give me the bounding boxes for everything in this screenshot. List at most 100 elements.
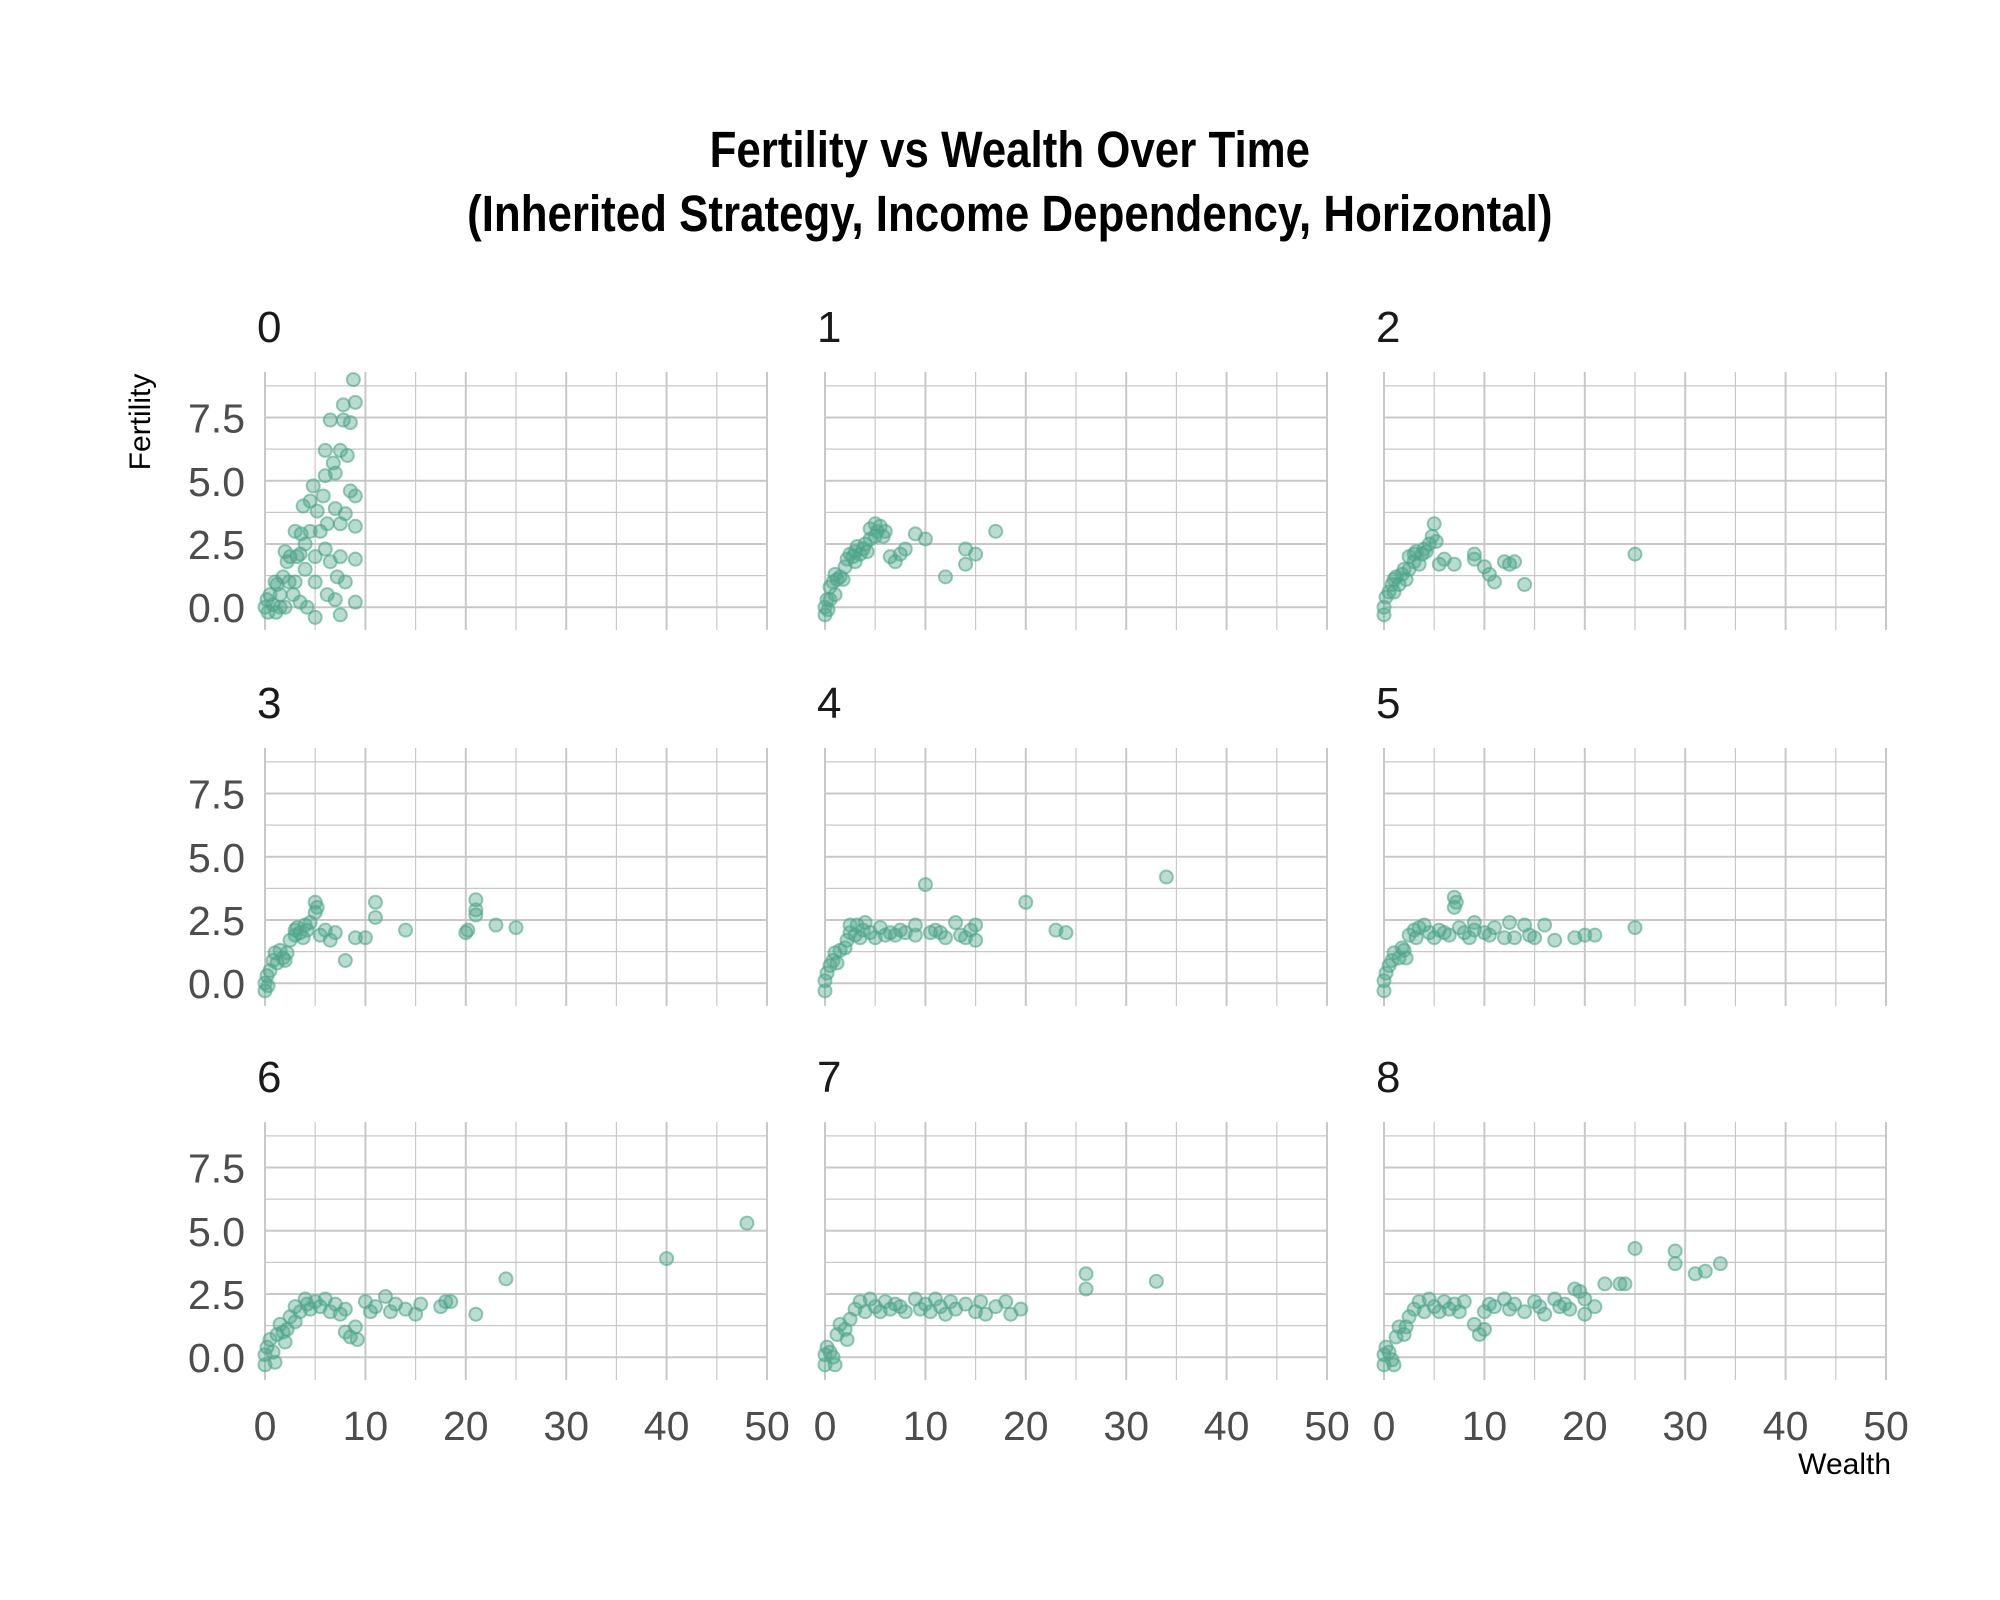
x-tick-label: 30 xyxy=(1662,1403,1708,1449)
facet-grid: 00.02.55.07.51 230.02.55.07.54 560.02.55.0… xyxy=(188,303,1909,1449)
data-point xyxy=(1627,546,1643,562)
data-point xyxy=(349,1332,365,1348)
facet-label: 3 xyxy=(257,679,281,728)
data-point xyxy=(307,549,323,565)
data-point xyxy=(383,1304,398,1320)
data-point xyxy=(319,516,335,532)
x-tick-label: 0 xyxy=(254,1403,277,1449)
data-point xyxy=(468,907,484,923)
data-point xyxy=(468,1306,484,1322)
facet-panel-8: 8 0 10 20 30 40 50 xyxy=(1373,1053,1909,1449)
data-point xyxy=(827,587,843,603)
data-point xyxy=(317,442,333,458)
data-point xyxy=(347,394,363,410)
data-point xyxy=(917,531,933,547)
data-point xyxy=(927,1291,943,1307)
x-tick-label: 10 xyxy=(1462,1403,1508,1449)
data-point xyxy=(302,493,318,509)
data-point xyxy=(1381,1344,1397,1360)
chart-title: Fertility vs Wealth Over Time (Inherited… xyxy=(150,118,1870,246)
data-point xyxy=(345,372,361,388)
data-point xyxy=(1612,1276,1628,1292)
data-point xyxy=(1421,1291,1437,1307)
data-point xyxy=(1667,1256,1683,1272)
facet-panel-2: 2 xyxy=(1376,303,1887,630)
data-point xyxy=(968,932,984,948)
data-point xyxy=(443,1294,459,1310)
data-point xyxy=(281,574,297,590)
data-point xyxy=(267,1354,283,1370)
data-point xyxy=(829,955,845,971)
data-point xyxy=(315,488,331,504)
data-point xyxy=(958,556,974,572)
data-point xyxy=(1572,1283,1588,1299)
data-point xyxy=(1078,1266,1094,1282)
data-point xyxy=(339,447,355,463)
data-point xyxy=(1058,925,1074,941)
data-point xyxy=(1517,576,1533,592)
data-point xyxy=(1428,533,1444,549)
data-point xyxy=(327,925,343,941)
data-point xyxy=(319,587,335,603)
y-tick-label: 5.0 xyxy=(188,835,245,881)
data-point xyxy=(1532,1299,1548,1315)
data-point xyxy=(835,571,851,587)
facet-panel-7: 7 0 10 20 30 40 50 xyxy=(814,1053,1350,1449)
data-point xyxy=(1502,915,1517,931)
data-point xyxy=(357,930,373,946)
data-point xyxy=(917,877,933,893)
facet-panel-5: 5 xyxy=(1376,679,1887,1006)
data-point xyxy=(1712,1256,1728,1272)
data-point xyxy=(1517,1304,1533,1320)
data-point xyxy=(277,599,293,615)
data-point xyxy=(335,397,351,413)
data-point xyxy=(1466,915,1482,931)
data-point xyxy=(367,909,383,925)
y-tick-label: 0.0 xyxy=(188,961,245,1007)
data-point xyxy=(1507,554,1523,570)
data-point xyxy=(488,917,504,933)
data-point xyxy=(1627,1240,1643,1256)
data-point xyxy=(1381,584,1397,600)
x-tick-label: 20 xyxy=(1003,1403,1049,1449)
data-point xyxy=(877,523,893,539)
data-point xyxy=(377,1289,393,1305)
data-point xyxy=(988,523,1004,539)
data-point xyxy=(1376,607,1392,623)
data-point xyxy=(1562,1301,1578,1317)
data-point xyxy=(1378,965,1394,981)
data-point xyxy=(1448,894,1464,910)
data-point xyxy=(307,574,323,590)
data-point xyxy=(978,1306,994,1322)
x-tick-label: 0 xyxy=(1373,1403,1396,1449)
data-point xyxy=(322,932,338,948)
x-tick-label: 0 xyxy=(814,1403,837,1449)
x-tick-label: 20 xyxy=(443,1403,489,1449)
data-point xyxy=(1547,932,1563,948)
data-point xyxy=(1416,917,1432,933)
data-point xyxy=(1527,930,1543,946)
facet-label: 4 xyxy=(817,679,841,728)
x-axis-title: Wealth xyxy=(1798,1448,1891,1481)
y-tick-label: 5.0 xyxy=(188,459,245,505)
facet-label: 8 xyxy=(1376,1053,1400,1102)
data-point xyxy=(1466,551,1482,567)
data-point xyxy=(887,554,903,570)
y-tick-label: 5.0 xyxy=(188,1209,245,1255)
data-point xyxy=(907,917,923,933)
data-point xyxy=(1496,930,1512,946)
data-point xyxy=(862,1291,878,1307)
data-point xyxy=(659,1251,675,1267)
y-axis-title: Fertility xyxy=(124,374,157,471)
data-point xyxy=(342,415,358,431)
data-point xyxy=(347,518,363,534)
data-point xyxy=(413,1296,429,1312)
data-point xyxy=(1577,1306,1593,1322)
x-tick-label: 50 xyxy=(744,1403,790,1449)
data-point xyxy=(958,1296,974,1312)
data-point xyxy=(819,965,835,981)
data-point xyxy=(1587,927,1603,943)
data-point xyxy=(508,920,524,936)
data-point xyxy=(317,541,333,557)
data-point xyxy=(1376,983,1392,999)
